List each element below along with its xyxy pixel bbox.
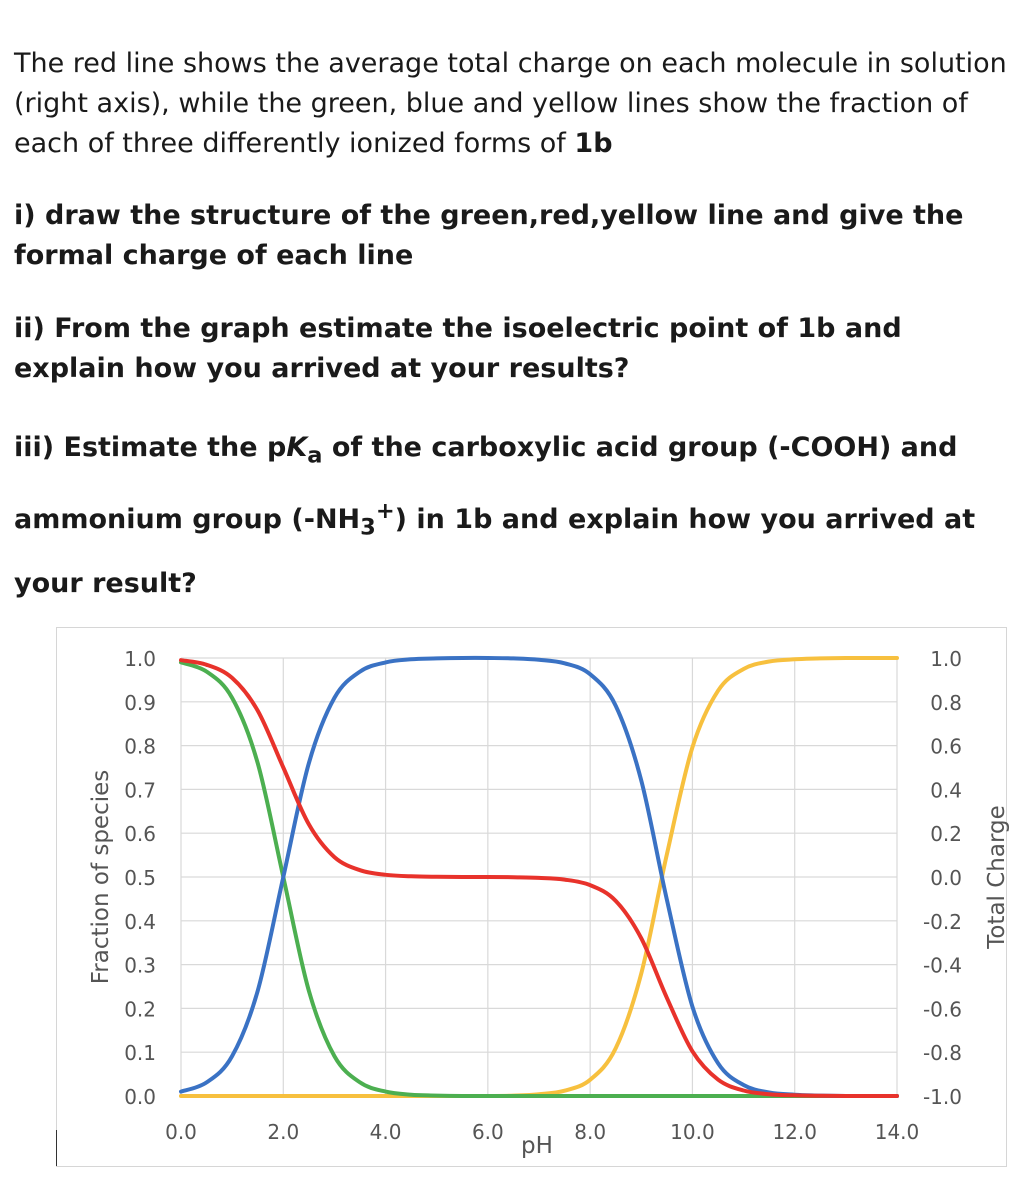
q3-part-a: iii) Estimate the p (14, 432, 287, 463)
q3-k: K (286, 432, 308, 463)
chart-left-mark (56, 1130, 57, 1166)
chart-frame (56, 627, 1007, 1167)
q3-part-c: ) in 1b and explain how you arrived at y… (14, 504, 976, 599)
question-2: ii) From the graph estimate the isoelect… (14, 313, 902, 384)
q3-nh3-sub: 3 (360, 514, 376, 541)
q3-part-b: of the carboxylic acid group (-COOH) and… (14, 432, 958, 536)
intro-compound: 1b (574, 128, 613, 159)
question-1: i) draw the structure of the green,red,y… (14, 200, 964, 271)
q3-nh3-sup: + (375, 498, 395, 525)
intro-text: The red line shows the average total cha… (14, 44, 1009, 164)
question-3: iii) Estimate the pKa of the carboxylic … (14, 420, 1009, 612)
intro-main: The red line shows the average total cha… (14, 48, 1007, 159)
q3-k-sub: a (307, 442, 323, 469)
